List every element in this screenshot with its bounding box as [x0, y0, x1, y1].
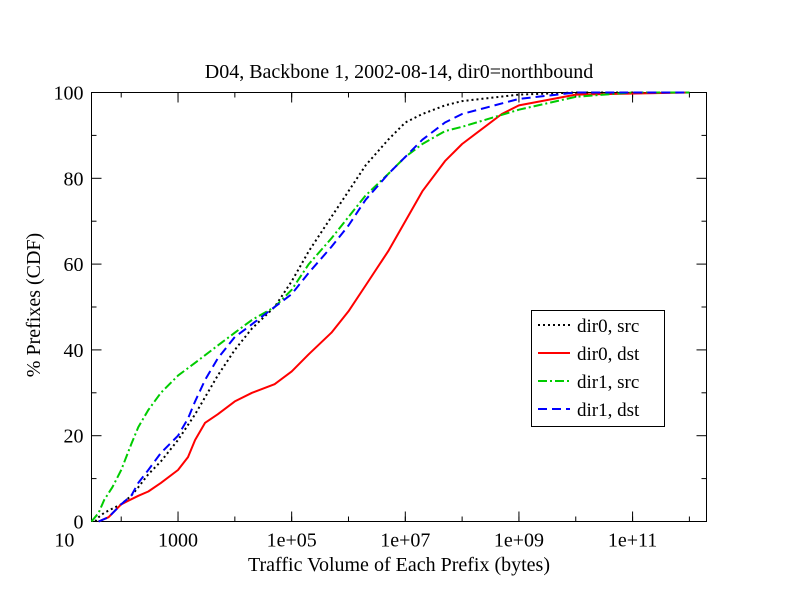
y-tick-label: 80: [64, 168, 84, 190]
y-tick-label: 0: [74, 512, 84, 534]
legend-label: dir1, src: [577, 372, 639, 393]
series-line-dir0-src: [94, 91, 690, 523]
y-tick-label: 20: [64, 426, 84, 448]
series-line-dir0-dst: [98, 91, 690, 523]
y-tick-label: 40: [64, 340, 84, 362]
legend-label: dir0, dst: [577, 344, 640, 365]
x-tick-label: 1e+11: [608, 530, 657, 552]
axis-ticks: 10 1000 1e+05 1e+07 1e+09 1e+11 0 20 40 60 80 100: [54, 83, 707, 552]
y-axis-title: % Prefixes (CDF): [23, 233, 45, 377]
legend-label: dir0, src: [577, 316, 639, 337]
series-lines: [90, 91, 690, 523]
plot-frame: [91, 92, 707, 522]
chart-title: D04, Backbone 1, 2002-08-14, dir0=northb…: [205, 61, 593, 83]
y-tick-label: 100: [54, 83, 84, 105]
legend-label: dir1, dst: [577, 400, 640, 421]
x-tick-label: 1000: [158, 530, 198, 552]
x-tick-label: 1e+09: [494, 530, 544, 552]
x-tick-label: 10: [54, 530, 74, 552]
legend: dir0, src dir0, dst dir1, src dir1, dst: [531, 310, 665, 427]
series-line-dir1-dst: [98, 91, 690, 523]
x-tick-label: 1e+07: [380, 530, 430, 552]
x-axis-title: Traffic Volume of Each Prefix (bytes): [248, 554, 550, 576]
legend-box: [531, 310, 665, 427]
x-tick-label: 1e+05: [267, 530, 317, 552]
y-tick-label: 60: [64, 254, 84, 276]
series-line-dir1-src: [90, 91, 690, 523]
